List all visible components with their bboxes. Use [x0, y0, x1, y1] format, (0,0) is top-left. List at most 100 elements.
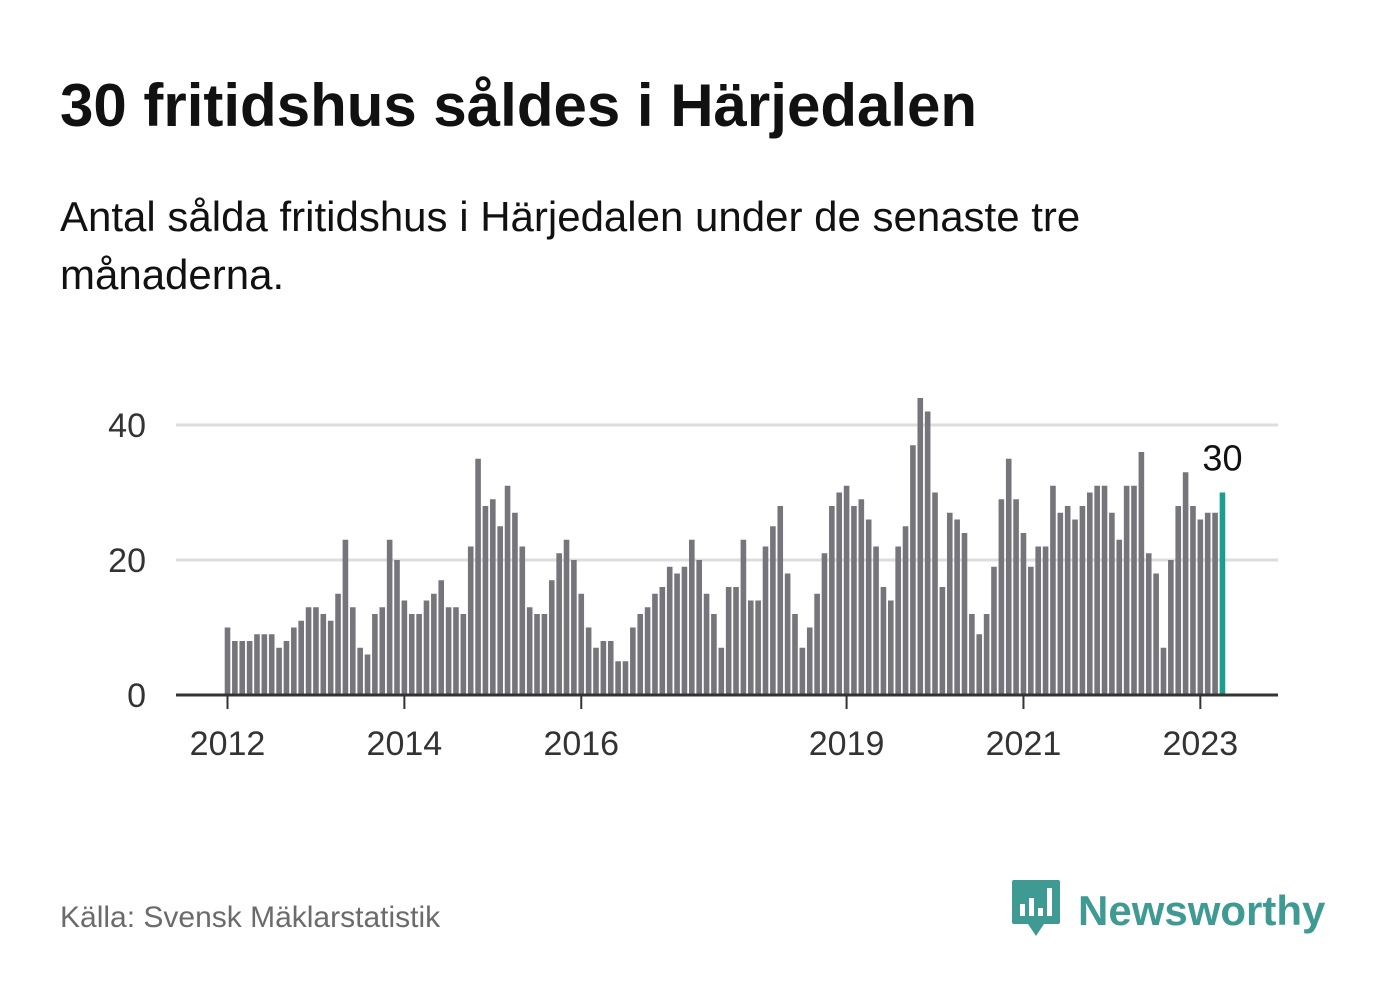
chart-subtitle: Antal sålda fritidshus i Härjedalen unde… — [60, 193, 1081, 298]
bar — [1116, 539, 1123, 695]
bar — [475, 458, 481, 695]
bar — [1020, 533, 1027, 695]
bar — [969, 614, 975, 695]
bar — [792, 614, 798, 695]
newsworthy-logo: Newsworthy — [1010, 878, 1325, 943]
grid-lines — [176, 423, 1278, 562]
bar — [335, 593, 341, 695]
bar — [445, 607, 452, 695]
bar — [961, 533, 968, 695]
bar — [954, 519, 960, 695]
bar — [504, 485, 511, 695]
bar — [291, 627, 297, 695]
bar — [762, 546, 769, 695]
bar — [401, 600, 408, 695]
bar — [1138, 452, 1145, 695]
bar — [519, 546, 526, 695]
bar — [1086, 492, 1093, 695]
bar — [652, 593, 658, 695]
bar — [1005, 458, 1012, 695]
bar — [408, 614, 415, 695]
bar — [829, 506, 835, 695]
bar — [991, 566, 997, 695]
bar — [998, 499, 1005, 695]
bar — [394, 560, 400, 695]
bar — [1035, 546, 1041, 695]
bar-chart: 0 20 40 2012 2014 2016 2019 2021 2023 30 — [108, 398, 1278, 763]
bar — [681, 566, 688, 695]
bar — [1079, 506, 1086, 695]
bar — [1182, 472, 1189, 695]
bar — [526, 607, 533, 695]
bar — [438, 580, 445, 695]
bar — [770, 526, 776, 695]
bar — [283, 641, 290, 695]
bar — [364, 654, 371, 695]
newsworthy-wordmark: Newsworthy — [1078, 886, 1326, 934]
bar — [895, 546, 901, 695]
bar — [976, 634, 983, 695]
bar — [689, 539, 695, 695]
bar — [261, 634, 268, 695]
bar — [946, 512, 953, 695]
bar — [622, 661, 629, 695]
bar — [548, 580, 555, 695]
bar — [696, 560, 702, 695]
y-tick-label: 40 — [108, 407, 146, 445]
x-tick-label: 2016 — [543, 725, 619, 763]
bar — [379, 607, 386, 695]
bar — [593, 647, 599, 695]
bar — [342, 539, 349, 695]
bar — [416, 614, 422, 695]
y-axis-ticks: 0 20 40 — [108, 407, 146, 715]
bar — [320, 614, 327, 695]
bar — [467, 546, 474, 695]
bar — [607, 641, 614, 695]
bar — [453, 607, 459, 695]
bar — [733, 587, 739, 695]
bar — [799, 647, 806, 695]
bar — [814, 593, 820, 695]
bars — [224, 398, 1226, 695]
bar — [276, 647, 282, 695]
bar — [1028, 566, 1034, 695]
bar — [232, 641, 238, 695]
bar — [806, 627, 813, 695]
bar — [873, 546, 879, 695]
bar — [313, 607, 319, 695]
bar — [880, 587, 887, 695]
bar — [1072, 519, 1078, 695]
bar — [512, 512, 518, 695]
bar — [1204, 512, 1211, 695]
bar — [630, 627, 636, 695]
bar — [1064, 506, 1071, 695]
bar — [784, 573, 791, 695]
bar — [718, 647, 725, 695]
bar — [327, 620, 334, 695]
bar — [755, 600, 761, 695]
bar — [843, 485, 850, 695]
y-tick-label: 20 — [108, 542, 146, 580]
bar — [268, 634, 275, 695]
bar — [821, 553, 828, 695]
x-tick-label: 2021 — [986, 725, 1062, 763]
bar — [305, 607, 312, 695]
bar — [858, 499, 865, 695]
bar — [1094, 485, 1100, 695]
data-labels: 30 — [1202, 438, 1242, 479]
bar — [585, 627, 592, 695]
bar — [386, 539, 393, 695]
bar — [1145, 553, 1152, 695]
bar — [1153, 573, 1159, 695]
source-note: Källa: Svensk Mäklarstatistik — [60, 901, 441, 934]
bar — [1013, 499, 1019, 695]
bar — [349, 607, 356, 695]
bar — [482, 506, 489, 695]
bar — [851, 506, 857, 695]
bar — [1050, 485, 1056, 695]
bar — [1131, 485, 1137, 695]
bar — [932, 492, 938, 695]
bar — [659, 587, 666, 695]
bar — [497, 526, 503, 695]
bar — [571, 560, 577, 695]
